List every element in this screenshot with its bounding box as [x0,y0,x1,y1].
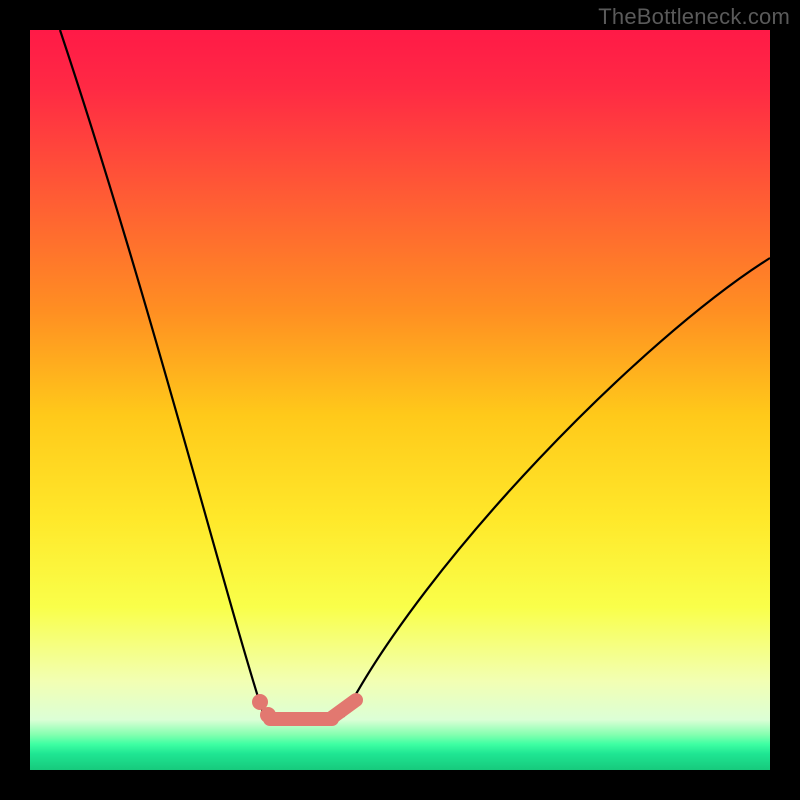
watermark-text: TheBottleneck.com [598,4,790,30]
highlight-dot [260,707,276,723]
chart-container: TheBottleneck.com [0,0,800,800]
chart-svg [0,0,800,800]
plot-background [30,30,770,770]
